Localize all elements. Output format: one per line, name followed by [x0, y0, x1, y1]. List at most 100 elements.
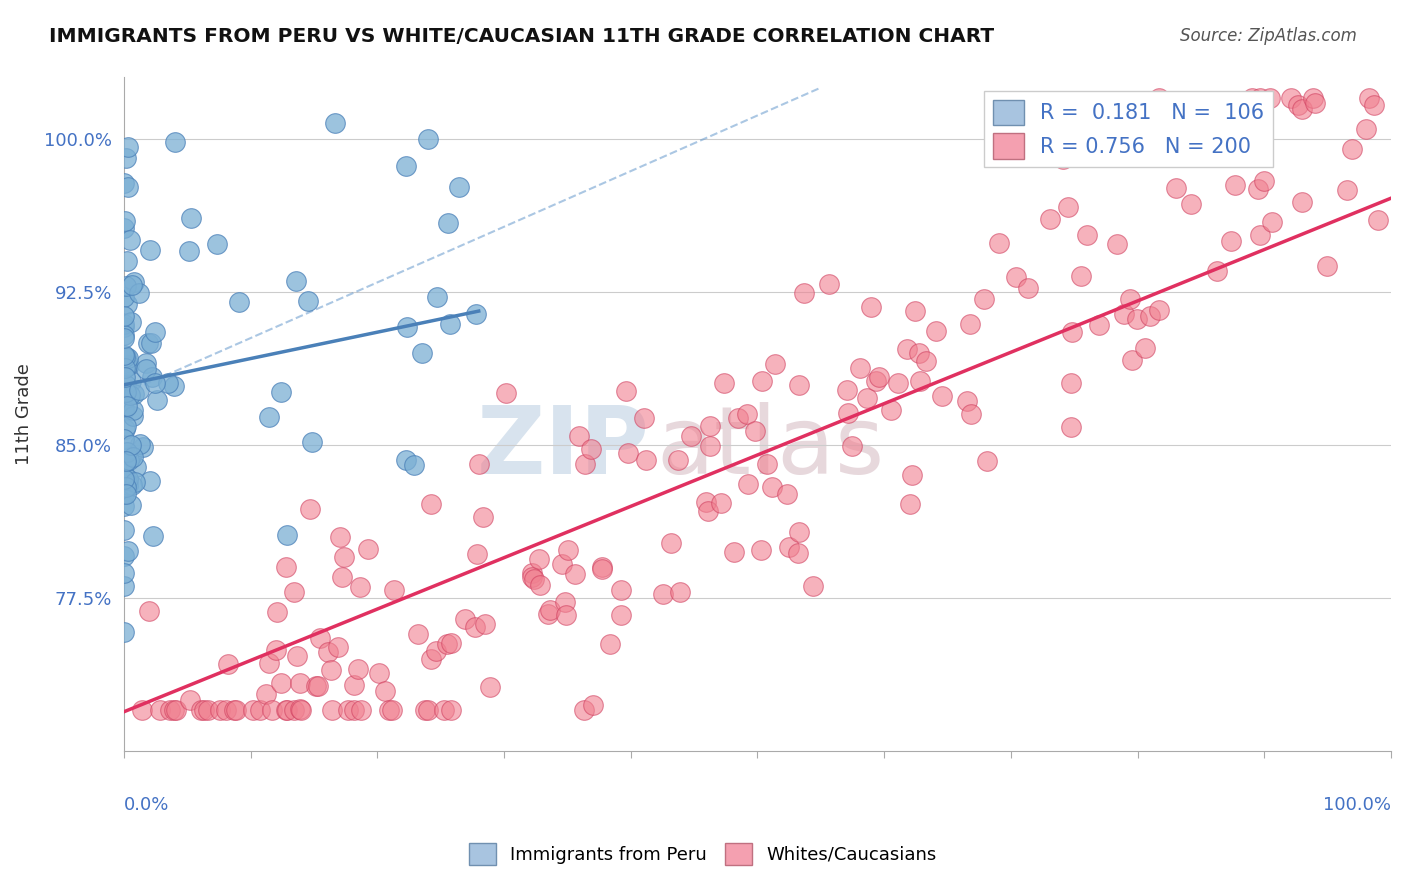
- Point: [1121, 352, 1143, 367]
- Point: [177, 244, 200, 259]
- Point: [141, 370, 163, 384]
- Point: [837, 383, 859, 397]
- Legend: R =  0.181   N =  106, R = 0.756   N = 200: R = 0.181 N = 106, R = 0.756 N = 200: [984, 91, 1272, 167]
- Point: [121, 478, 143, 492]
- Point: [117, 351, 139, 365]
- Point: [849, 360, 872, 375]
- Text: atlas: atlas: [657, 401, 884, 494]
- Point: [395, 159, 418, 173]
- Point: [346, 662, 368, 676]
- Point: [395, 453, 418, 467]
- Point: [120, 498, 142, 512]
- Point: [149, 703, 172, 717]
- Point: [1205, 264, 1227, 278]
- Point: [908, 346, 931, 360]
- Point: [112, 221, 135, 235]
- Point: [572, 703, 595, 717]
- Text: 0.0%: 0.0%: [124, 796, 169, 814]
- Point: [1241, 91, 1264, 105]
- Point: [222, 703, 245, 717]
- Point: [447, 180, 470, 194]
- Point: [1253, 174, 1275, 188]
- Text: Source: ZipAtlas.com: Source: ZipAtlas.com: [1180, 27, 1357, 45]
- Point: [1057, 200, 1080, 214]
- Point: [418, 703, 440, 717]
- Point: [723, 545, 745, 559]
- Point: [1139, 310, 1161, 324]
- Point: [112, 319, 135, 334]
- Point: [117, 477, 139, 491]
- Point: [886, 376, 908, 390]
- Point: [197, 703, 219, 717]
- Point: [425, 643, 447, 657]
- Point: [114, 350, 136, 364]
- Point: [112, 432, 135, 446]
- Point: [285, 648, 308, 663]
- Point: [1070, 269, 1092, 284]
- Point: [145, 392, 167, 407]
- Point: [120, 387, 142, 401]
- Point: [163, 136, 186, 150]
- Point: [915, 354, 938, 368]
- Point: [761, 480, 783, 494]
- Point: [141, 336, 163, 351]
- Point: [121, 403, 143, 417]
- Text: ZIP: ZIP: [477, 401, 650, 494]
- Point: [411, 346, 433, 360]
- Point: [117, 180, 139, 194]
- Point: [527, 551, 550, 566]
- Point: [112, 348, 135, 362]
- Point: [695, 495, 717, 509]
- Point: [114, 384, 136, 399]
- Point: [114, 350, 136, 364]
- Point: [259, 656, 281, 670]
- Point: [122, 387, 145, 401]
- Point: [179, 693, 201, 707]
- Point: [321, 663, 343, 677]
- Point: [128, 436, 150, 450]
- Point: [599, 637, 621, 651]
- Point: [1279, 91, 1302, 105]
- Point: [214, 703, 236, 717]
- Point: [523, 572, 546, 586]
- Point: [350, 703, 373, 717]
- Point: [522, 569, 544, 583]
- Point: [763, 357, 786, 371]
- Point: [1119, 292, 1142, 306]
- Point: [1291, 194, 1313, 209]
- Point: [131, 703, 153, 717]
- Point: [329, 530, 352, 544]
- Point: [973, 293, 995, 307]
- Point: [114, 422, 136, 436]
- Point: [276, 528, 298, 542]
- Point: [976, 454, 998, 468]
- Point: [276, 703, 298, 717]
- Point: [868, 370, 890, 384]
- Point: [276, 703, 298, 717]
- Point: [1180, 197, 1202, 211]
- Point: [112, 331, 135, 345]
- Point: [283, 584, 305, 599]
- Point: [112, 523, 135, 537]
- Point: [163, 703, 186, 717]
- Point: [382, 582, 405, 597]
- Point: [115, 473, 138, 487]
- Point: [114, 453, 136, 467]
- Point: [413, 703, 436, 717]
- Point: [117, 140, 139, 154]
- Point: [756, 457, 779, 471]
- Point: [125, 460, 148, 475]
- Point: [381, 703, 404, 717]
- Point: [744, 424, 766, 438]
- Point: [121, 409, 143, 423]
- Point: [402, 458, 425, 472]
- Point: [478, 680, 501, 694]
- Point: [787, 378, 810, 392]
- Point: [1341, 143, 1364, 157]
- Point: [112, 487, 135, 501]
- Point: [326, 640, 349, 655]
- Point: [396, 320, 419, 334]
- Point: [112, 566, 135, 580]
- Point: [856, 391, 879, 405]
- Point: [139, 243, 162, 257]
